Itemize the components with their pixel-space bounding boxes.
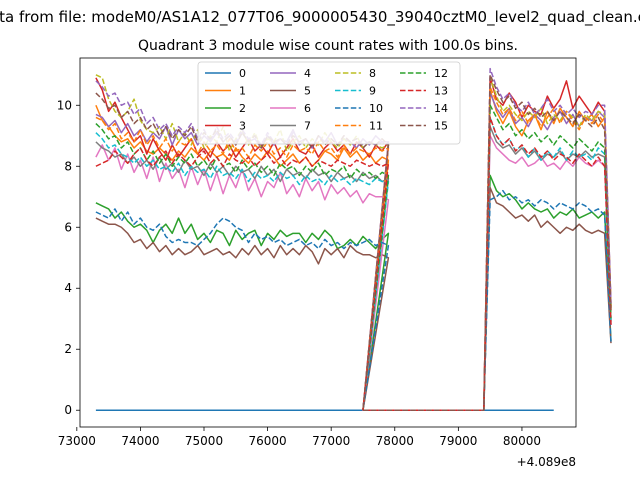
series-line-5 bbox=[95, 186, 612, 411]
x-tick-label: 77000 bbox=[312, 434, 350, 448]
y-axis-ticks: 0 2 4 6 8 10 bbox=[57, 98, 80, 417]
legend-label-7: 7 bbox=[304, 120, 311, 133]
x-tick-label: 74000 bbox=[121, 434, 159, 448]
figure-suptitle: Data from file: modeM0/AS1A12_077T06_900… bbox=[0, 8, 640, 27]
legend-label-12: 12 bbox=[434, 67, 448, 80]
y-tick-label: 8 bbox=[64, 159, 72, 173]
x-axis-ticks: 73000 74000 75000 76000 77000 78000 79000 80000 bbox=[58, 427, 541, 448]
legend-label-6: 6 bbox=[304, 102, 311, 115]
legend-label-4: 4 bbox=[304, 67, 311, 80]
legend-label-1: 1 bbox=[239, 85, 246, 98]
x-tick-label: 80000 bbox=[503, 434, 541, 448]
y-tick-label: 0 bbox=[64, 403, 72, 417]
legend-label-11: 11 bbox=[369, 120, 383, 133]
y-tick-label: 10 bbox=[57, 98, 72, 112]
legend-label-13: 13 bbox=[434, 85, 448, 98]
x-tick-label: 76000 bbox=[248, 434, 286, 448]
axes-frame bbox=[79, 57, 577, 428]
series-line-9 bbox=[95, 116, 612, 411]
chart-title: Quadrant 3 module wise count rates with … bbox=[138, 38, 518, 54]
legend-label-0: 0 bbox=[239, 67, 246, 80]
y-tick-label: 6 bbox=[64, 220, 72, 234]
series-line-12 bbox=[95, 104, 612, 411]
series-line-2 bbox=[95, 174, 612, 411]
series-line-11 bbox=[95, 86, 612, 411]
x-tick-label: 78000 bbox=[376, 434, 414, 448]
legend-label-8: 8 bbox=[369, 67, 376, 80]
legend-label-14: 14 bbox=[434, 102, 448, 115]
y-tick-label: 2 bbox=[64, 342, 72, 356]
y-tick-label: 4 bbox=[64, 281, 72, 295]
legend-label-3: 3 bbox=[239, 120, 246, 133]
x-axis-offset-label: +4.089e8 bbox=[517, 455, 576, 469]
series-layer bbox=[95, 67, 612, 411]
legend-label-15: 15 bbox=[434, 120, 448, 133]
legend-label-10: 10 bbox=[369, 102, 383, 115]
legend-label-9: 9 bbox=[369, 85, 376, 98]
series-line-14 bbox=[95, 67, 612, 411]
series-line-10 bbox=[95, 189, 612, 411]
x-tick-label: 73000 bbox=[58, 434, 96, 448]
x-tick-label: 75000 bbox=[185, 434, 223, 448]
x-tick-label: 79000 bbox=[439, 434, 477, 448]
legend-label-2: 2 bbox=[239, 102, 246, 115]
legend-label-5: 5 bbox=[304, 85, 311, 98]
legend-box bbox=[197, 61, 461, 145]
series-line-13 bbox=[95, 116, 612, 411]
series-line-15 bbox=[95, 74, 612, 411]
